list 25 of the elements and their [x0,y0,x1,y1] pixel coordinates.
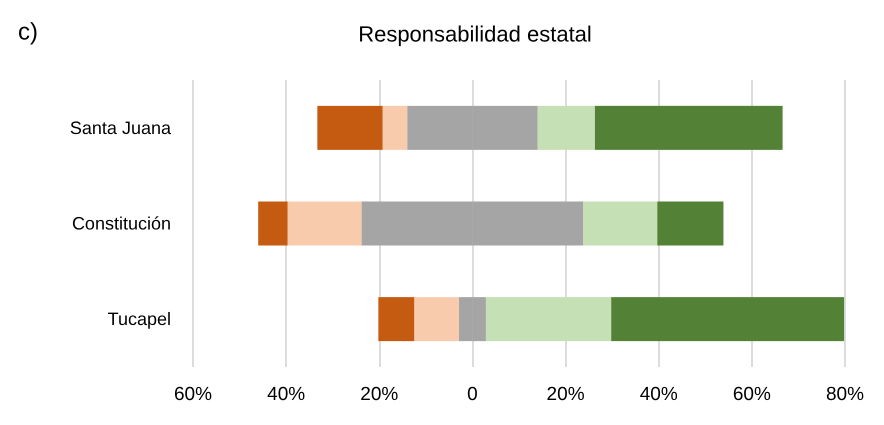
bar [414,297,459,342]
y-tick-label: Santa Juana [70,118,172,138]
bar [258,201,288,246]
y-tick-label: Tucapel [108,309,171,330]
bar [486,297,612,342]
x-tick-label: 60% [732,384,771,405]
bar [594,106,783,150]
bar [611,297,844,342]
x-tick-label: 60% [174,384,212,405]
x-tick-label: 80% [826,384,864,405]
bar [657,201,724,246]
x-tick-label: 40% [267,384,306,405]
chart-title: Responsabilidad estatal [358,22,592,46]
bar [378,297,414,342]
bar [382,106,408,150]
bar [317,106,383,150]
bar [583,201,658,246]
x-tick-label: 0 [467,384,478,405]
x-tick-label: 20% [360,384,398,405]
bar [538,106,595,150]
y-tick-label: Constitución [72,214,171,234]
x-tick-label: 20% [546,384,585,405]
x-tick-label: 40% [640,384,678,405]
text: c) [18,18,38,46]
bar [288,201,362,246]
